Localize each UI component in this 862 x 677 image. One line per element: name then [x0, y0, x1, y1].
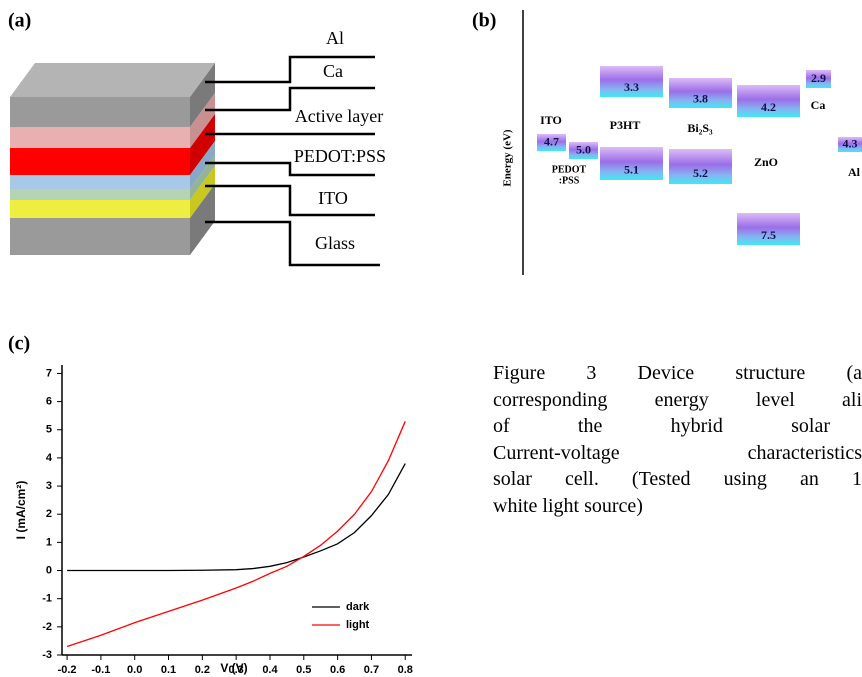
x-tick-label: 0.7	[364, 664, 379, 676]
caption-line: corresponding energy level ali	[493, 387, 862, 414]
material-label: Ca	[811, 98, 826, 112]
x-tick-label: -0.2	[58, 664, 77, 676]
y-tick-label: 6	[46, 396, 52, 408]
level-value: 5.2	[693, 166, 708, 180]
x-tick-label: 0.3	[229, 664, 244, 676]
x-tick-label: -0.1	[91, 664, 110, 676]
material-label: ZnO	[754, 155, 778, 169]
material-label: PEDOT	[552, 164, 587, 175]
axis-label: Energy (eV)	[502, 129, 514, 186]
layer-label: ITO	[318, 188, 348, 208]
layer-label: Al	[326, 28, 344, 48]
panel-label: (a)	[8, 10, 31, 32]
x-tick-label: 0.1	[161, 664, 176, 676]
x-tick-label: 0.4	[262, 664, 278, 676]
y-tick-label: -2	[42, 621, 52, 633]
level-value: 3.8	[693, 91, 708, 105]
panel-label: (c)	[8, 333, 30, 355]
y-tick-label: 2	[46, 508, 52, 520]
level-value: 7.5	[761, 228, 776, 242]
caption-line: of the hybrid solar	[493, 413, 830, 440]
legend-label: light	[346, 619, 370, 631]
x-tick-label: 0.2	[195, 664, 210, 676]
x-tick-label: 0.5	[296, 664, 311, 676]
caption-line: solar cell. (Tested using an 1	[493, 466, 862, 493]
caption-line: Current-voltage characteristics	[493, 440, 862, 467]
caption-line: white light source)	[493, 493, 862, 520]
y-tick-label: 0	[46, 564, 52, 576]
layer-label: Active layer	[295, 106, 383, 126]
x-tick-label: 0.0	[127, 664, 142, 676]
y-tick-label: -3	[42, 649, 52, 661]
y-tick-label: 7	[46, 367, 52, 379]
layer-label: Ca	[323, 61, 343, 81]
x-tick-label: 0.6	[330, 664, 345, 676]
layer-label: Glass	[315, 233, 355, 253]
device-stack	[10, 63, 215, 255]
material-label: Bi₂S₃	[687, 121, 713, 135]
level-value: 4.2	[761, 100, 776, 114]
series-line	[67, 464, 405, 571]
y-axis-label: I (mA/cm²)	[14, 481, 28, 540]
level-value: 5.1	[624, 163, 639, 177]
x-tick-label: 0.8	[398, 664, 413, 676]
caption-line: Figure 3 Device structure (a	[493, 360, 862, 387]
y-tick-label: 1	[46, 536, 52, 548]
level-value: 3.3	[624, 80, 639, 94]
material-label: ITO	[540, 113, 562, 127]
material-label: Al	[848, 165, 861, 179]
level-value: 4.7	[544, 134, 559, 148]
y-tick-label: -1	[42, 593, 52, 605]
y-tick-label: 5	[46, 424, 52, 436]
page: (a) (b) Energy (eV) (c) V (V) I (mA/cm²)…	[0, 0, 862, 677]
legend-label: dark	[346, 601, 370, 613]
y-tick-label: 3	[46, 480, 52, 492]
material-label: P3HT	[610, 118, 641, 132]
material-label: :PSS	[559, 175, 580, 186]
layer-label: PEDOT:PSS	[294, 146, 386, 166]
level-value: 5.0	[576, 142, 591, 156]
figure: (a) (b) Energy (eV) (c) V (V) I (mA/cm²)…	[0, 0, 862, 677]
level-value: 2.9	[811, 71, 826, 85]
level-value: 4.3	[843, 136, 858, 150]
panel-label: (b)	[472, 10, 496, 32]
y-tick-label: 4	[46, 452, 53, 464]
